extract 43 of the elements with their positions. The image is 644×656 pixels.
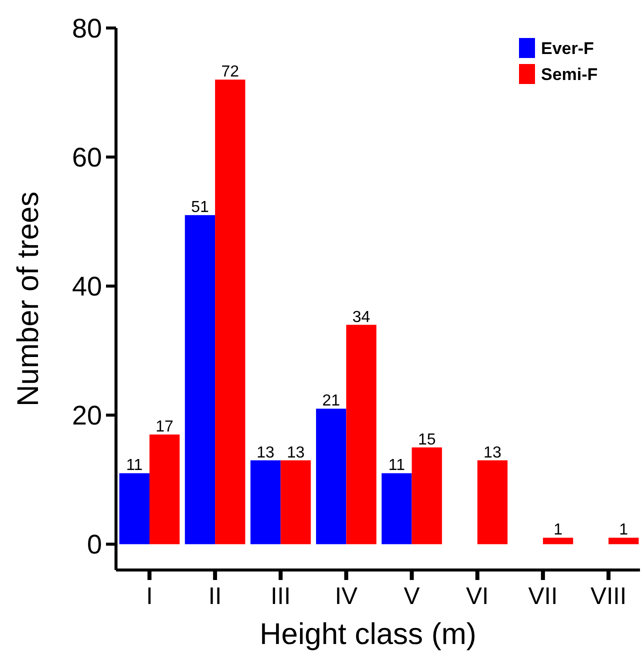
y-tick-label: 20	[72, 400, 102, 431]
bar	[542, 538, 574, 544]
x-tick-label: VII	[528, 583, 558, 610]
data-label: 15	[418, 431, 436, 448]
legend-label: Semi-F	[541, 64, 598, 84]
legend-label: Ever-F	[541, 38, 594, 58]
x-tick-label: IV	[334, 583, 358, 610]
data-label: 13	[286, 444, 305, 462]
data-label: 13	[256, 444, 275, 462]
y-tick-label: 0	[86, 530, 102, 560]
data-label: 13	[484, 444, 502, 462]
y-axis-title: Number of trees	[12, 191, 45, 407]
bar	[119, 473, 150, 544]
x-tick-label: VIII	[590, 583, 627, 610]
bar	[215, 80, 246, 544]
x-tick-label: II	[208, 583, 222, 610]
bar	[477, 460, 508, 544]
bar	[250, 460, 281, 544]
x-tick-label: III	[270, 583, 291, 610]
y-tick-label: 40	[72, 272, 102, 302]
data-label: 1	[619, 522, 628, 539]
data-label: 11	[388, 457, 406, 474]
bar	[346, 324, 376, 544]
x-tick-label: VI	[466, 583, 489, 610]
bar	[149, 434, 180, 544]
bar	[316, 408, 346, 544]
bar	[608, 538, 639, 544]
bar	[382, 473, 412, 544]
data-label: 17	[156, 418, 174, 436]
data-label: 11	[126, 457, 143, 474]
x-tick-label: V	[404, 583, 420, 610]
data-label: 34	[352, 308, 370, 326]
data-label: 72	[221, 64, 240, 81]
y-tick-label: 60	[72, 142, 102, 172]
x-tick-label: I	[146, 583, 153, 610]
data-label: 21	[322, 392, 340, 410]
bar	[280, 460, 311, 544]
bar	[412, 447, 442, 544]
y-tick-label: 80	[72, 13, 102, 44]
x-axis-title: Height class (m)	[260, 618, 476, 651]
data-label: 1	[554, 522, 563, 539]
bar	[184, 215, 216, 544]
data-label: 51	[191, 199, 209, 216]
